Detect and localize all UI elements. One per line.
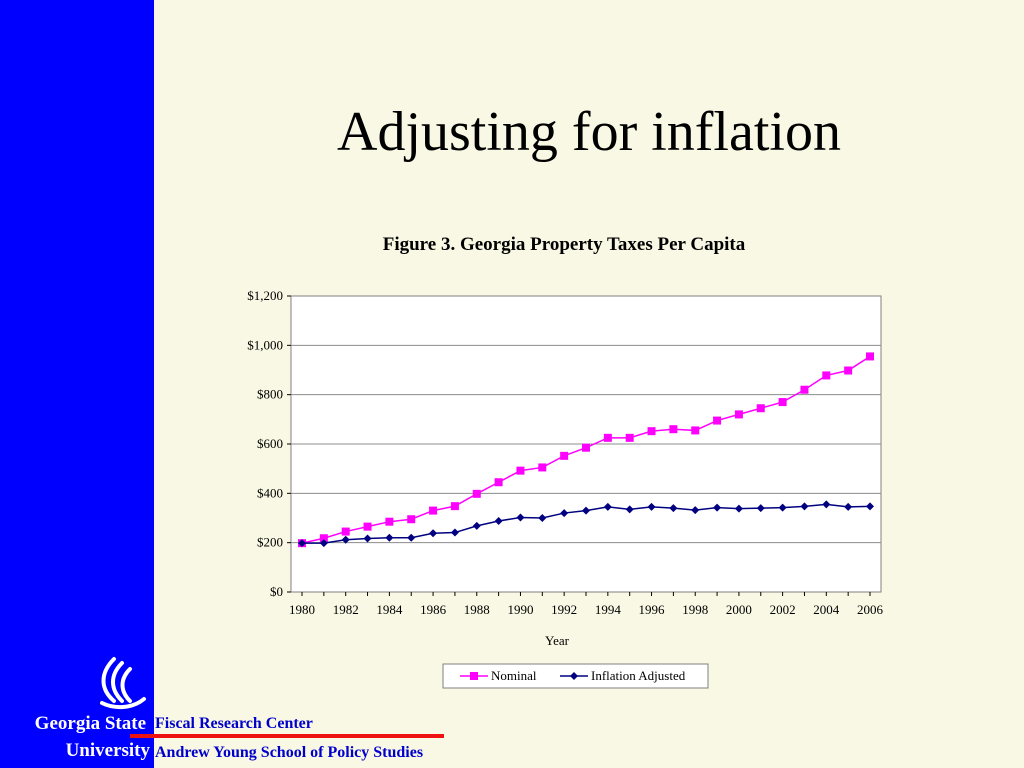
university-name-line1: Georgia State	[34, 713, 146, 734]
data-point-inflation-adjusted	[385, 533, 394, 542]
data-point-nominal	[538, 463, 547, 472]
data-point-nominal	[385, 517, 394, 526]
legend-label-nominal: Nominal	[491, 668, 537, 683]
series-layer	[298, 352, 874, 548]
x-tick-label: 1992	[551, 602, 577, 617]
x-tick-label: 1994	[595, 602, 622, 617]
data-point-inflation-adjusted	[691, 506, 700, 515]
data-point-nominal	[516, 466, 525, 475]
data-point-inflation-adjusted	[341, 535, 350, 544]
data-point-nominal	[429, 506, 438, 515]
data-point-nominal	[625, 433, 634, 442]
x-tick-label: 1986	[420, 602, 447, 617]
data-point-nominal	[582, 443, 590, 452]
school-name-label: Andrew Young School of Policy Studies	[155, 744, 424, 761]
data-point-nominal	[494, 478, 503, 487]
data-point-nominal	[407, 515, 416, 524]
chart-title: Figure 3. Georgia Property Taxes Per Cap…	[382, 234, 746, 255]
data-point-inflation-adjusted	[647, 502, 656, 511]
data-point-nominal	[778, 398, 787, 407]
data-point-inflation-adjusted	[734, 504, 743, 513]
data-point-inflation-adjusted	[429, 529, 438, 538]
data-point-inflation-adjusted	[669, 504, 678, 513]
data-point-nominal	[560, 451, 569, 460]
data-point-inflation-adjusted	[407, 533, 416, 542]
y-tick-label: $200	[257, 535, 283, 550]
y-tick-label: $1,000	[247, 337, 283, 352]
data-point-nominal	[756, 404, 765, 413]
y-tick-label: $600	[257, 436, 283, 451]
data-point-nominal	[800, 385, 809, 394]
data-point-inflation-adjusted	[516, 513, 525, 522]
x-tick-label: 1980	[289, 602, 315, 617]
data-point-nominal	[822, 371, 831, 380]
data-point-inflation-adjusted	[822, 500, 831, 509]
x-tick-label: 2000	[726, 602, 752, 617]
legend: Nominal Inflation Adjusted	[442, 663, 709, 689]
data-point-inflation-adjusted	[800, 502, 809, 511]
data-point-nominal	[844, 366, 853, 375]
data-point-inflation-adjusted	[472, 521, 481, 530]
x-tick-label: 1990	[507, 602, 533, 617]
data-point-nominal	[691, 426, 700, 435]
data-point-nominal	[603, 433, 612, 442]
data-point-inflation-adjusted	[778, 503, 787, 512]
footer-red-rule	[130, 734, 444, 738]
y-tick-label: $1,200	[247, 288, 283, 303]
data-point-nominal	[866, 352, 874, 361]
legend-marker-nominal	[470, 672, 478, 680]
data-point-inflation-adjusted	[866, 502, 874, 511]
data-point-nominal	[734, 410, 743, 419]
fiscal-research-center-label: Fiscal Research Center	[155, 715, 313, 732]
x-tick-label: 1984	[376, 602, 403, 617]
university-name-line2: University	[65, 740, 150, 761]
data-point-inflation-adjusted	[319, 539, 328, 548]
data-point-nominal	[341, 527, 350, 536]
data-point-inflation-adjusted	[560, 509, 569, 518]
legend-label-adjusted: Inflation Adjusted	[591, 668, 686, 683]
data-point-inflation-adjusted	[450, 528, 459, 537]
data-point-nominal	[713, 416, 722, 425]
slide-title: Adjusting for inflation	[337, 101, 841, 163]
x-tick-label: 2002	[770, 602, 796, 617]
data-point-inflation-adjusted	[756, 504, 765, 513]
x-tick-label: 1998	[682, 602, 708, 617]
data-point-inflation-adjusted	[603, 502, 612, 511]
data-point-inflation-adjusted	[363, 534, 372, 543]
x-tick-label: 1988	[464, 602, 490, 617]
y-axis: $0 $200 $400 $600 $800 $1,000 $1,200	[247, 288, 291, 599]
data-point-inflation-adjusted	[625, 505, 634, 514]
legend-marker-adjusted	[570, 672, 578, 680]
data-point-nominal	[647, 427, 656, 436]
x-axis: 1980 1982 1984 1986 1988 1990 1992 1994 1996 1998…	[289, 592, 884, 617]
x-tick-label: 2006	[857, 602, 884, 617]
data-point-nominal	[472, 489, 481, 498]
sidebar: Georgia State University	[0, 0, 154, 768]
data-point-inflation-adjusted	[713, 503, 722, 512]
x-tick-label: 2004	[813, 602, 840, 617]
data-point-nominal	[363, 522, 372, 531]
y-tick-label: $800	[257, 387, 283, 402]
line-chart: $0$200$400$600$800$1,000$1,200 1980 1982 1…	[247, 288, 884, 689]
y-tick-label: $400	[257, 485, 283, 500]
data-point-nominal	[319, 534, 328, 543]
data-point-nominal	[669, 425, 678, 434]
flame-logo-icon	[100, 657, 146, 710]
data-point-inflation-adjusted	[538, 514, 547, 522]
data-point-inflation-adjusted	[494, 516, 503, 525]
data-point-inflation-adjusted	[844, 502, 853, 511]
x-tick-label: 1996	[639, 602, 666, 617]
data-point-nominal	[450, 502, 459, 511]
y-tick-label: $0	[270, 584, 283, 599]
data-point-inflation-adjusted	[298, 539, 306, 548]
x-tick-label: 1982	[333, 602, 359, 617]
x-axis-label: Year	[545, 633, 570, 648]
data-point-inflation-adjusted	[582, 506, 590, 515]
